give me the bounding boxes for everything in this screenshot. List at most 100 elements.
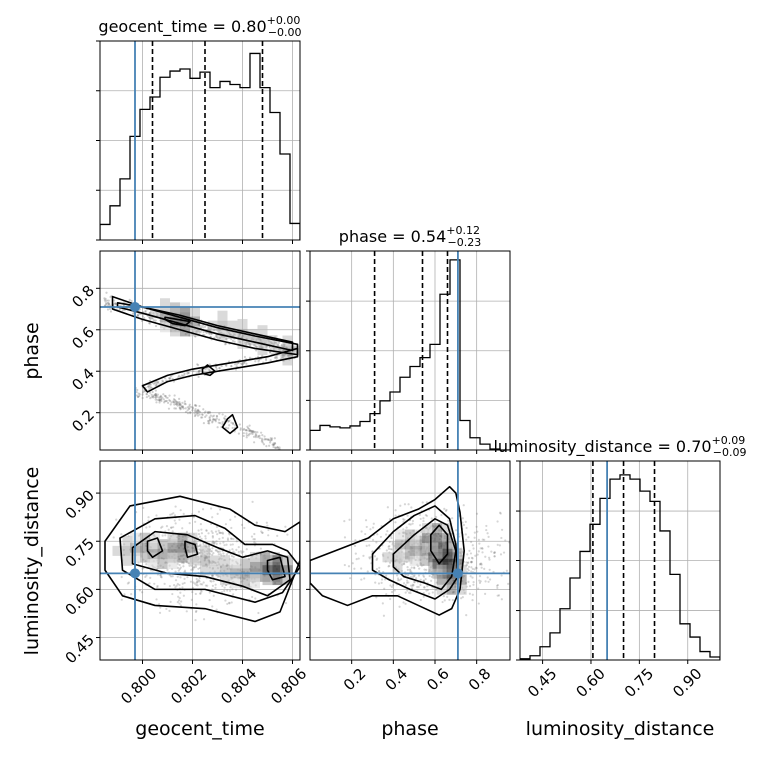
sample-point xyxy=(197,375,200,379)
density-cell xyxy=(272,345,283,356)
sample-point xyxy=(476,553,479,556)
sample-point xyxy=(155,394,158,397)
sample-point xyxy=(419,517,422,521)
sample-point xyxy=(224,426,228,429)
density-cell xyxy=(180,316,190,327)
sample-point xyxy=(272,443,275,446)
sample-point xyxy=(378,566,381,569)
sample-point xyxy=(422,575,426,578)
sample-point xyxy=(377,582,381,585)
hist-geocent_time-panel: geocent_time = 0.80+0.00 −0.00 xyxy=(96,14,302,244)
sample-point xyxy=(186,406,189,409)
sample-point xyxy=(375,541,378,544)
sample-point xyxy=(215,608,218,611)
sample-point xyxy=(237,546,240,549)
panel-title: phase = 0.54+0.12 −0.23 xyxy=(339,224,481,249)
sample-point xyxy=(478,575,482,578)
sample-point xyxy=(243,361,246,365)
sample-point xyxy=(388,540,391,544)
sample-point xyxy=(284,525,287,528)
sample-point xyxy=(201,416,204,419)
sample-point xyxy=(269,437,272,440)
sample-point xyxy=(152,396,155,399)
sample-point xyxy=(360,530,363,533)
sample-point xyxy=(154,384,157,387)
sample-point xyxy=(130,299,133,303)
sample-point xyxy=(241,363,244,366)
sample-point xyxy=(217,421,220,424)
sample-point xyxy=(137,395,140,398)
sample-point xyxy=(171,575,174,578)
density-cell xyxy=(282,575,293,586)
sample-point xyxy=(214,418,217,421)
sample-point xyxy=(226,602,229,606)
sample-point xyxy=(484,580,487,583)
sample-point xyxy=(247,434,250,437)
sample-point xyxy=(169,399,172,403)
sample-point xyxy=(175,400,179,404)
sample-point xyxy=(255,349,258,352)
sample-point xyxy=(148,391,152,394)
sample-point xyxy=(275,355,278,358)
sample-point xyxy=(211,418,215,421)
sample-point xyxy=(216,550,219,553)
sample-point xyxy=(371,550,374,553)
sample-point xyxy=(485,528,488,532)
sample-point xyxy=(153,381,157,384)
sample-point xyxy=(107,301,110,305)
sample-point xyxy=(275,356,279,359)
sample-point xyxy=(212,414,215,417)
density-cell xyxy=(122,555,133,566)
sample-point xyxy=(254,360,257,363)
sample-point xyxy=(470,560,474,563)
sample-point xyxy=(413,567,416,570)
sample-point xyxy=(451,599,454,602)
histogram-step xyxy=(310,259,510,450)
sample-point xyxy=(209,550,212,553)
sample-point xyxy=(121,309,124,312)
sample-point xyxy=(198,576,201,580)
sample-point xyxy=(198,535,202,538)
sample-point xyxy=(210,588,214,591)
sample-point xyxy=(156,584,159,588)
sample-point xyxy=(454,529,458,532)
sample-point xyxy=(165,396,168,399)
sample-point xyxy=(202,422,205,425)
sample-point xyxy=(394,509,397,512)
sample-point xyxy=(276,446,279,449)
sample-point xyxy=(149,396,152,400)
sample-point xyxy=(390,590,394,594)
sample-point xyxy=(425,568,428,571)
sample-point xyxy=(382,614,386,617)
sample-point xyxy=(411,584,414,588)
sample-point xyxy=(267,438,271,442)
sample-point xyxy=(260,440,263,443)
sample-point xyxy=(155,381,159,384)
sample-point xyxy=(147,385,150,388)
sample-point xyxy=(204,367,207,371)
sample-point xyxy=(265,521,268,524)
sample-point xyxy=(213,541,216,544)
density-cell xyxy=(436,574,447,585)
sample-point xyxy=(144,309,147,313)
sample-point xyxy=(169,375,173,378)
sample-point xyxy=(413,580,416,583)
sample-point xyxy=(480,562,483,565)
sample-point xyxy=(171,592,174,596)
sample-point xyxy=(149,576,152,579)
sample-point xyxy=(205,367,208,370)
density-cell xyxy=(415,529,425,540)
sample-point xyxy=(390,548,393,551)
sample-point xyxy=(113,302,117,305)
sample-point xyxy=(165,399,168,403)
density-cell xyxy=(446,564,457,575)
sample-point xyxy=(267,528,270,532)
sample-point xyxy=(196,363,199,366)
sample-point xyxy=(363,577,366,580)
sample-point xyxy=(207,412,210,415)
sample-point xyxy=(373,555,377,558)
sample-point xyxy=(475,567,478,570)
density-cell xyxy=(292,345,300,356)
sample-point xyxy=(377,570,381,573)
sample-point xyxy=(194,520,197,523)
